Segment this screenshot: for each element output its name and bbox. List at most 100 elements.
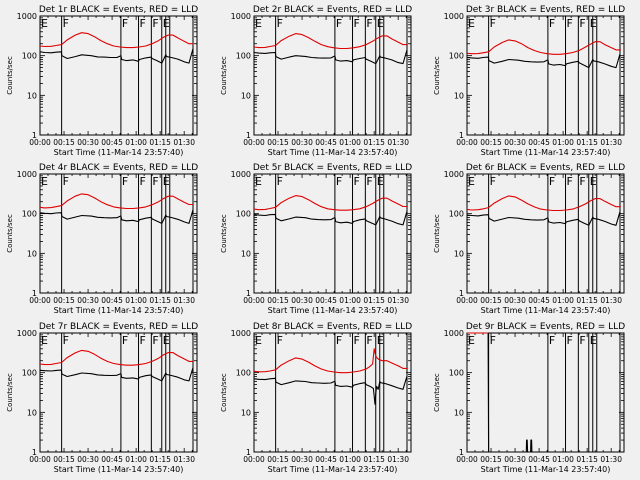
chart-panel-7: Det 7r BLACK = Events, RED = LLD 1 10 100 10… [6, 322, 198, 474]
marker-label-E: E [255, 334, 262, 347]
chart-panel-9: Det 9r BLACK = Events, RED = LLD 1 10 100 10… [433, 322, 625, 474]
y-tick-label: 1000 [17, 329, 37, 338]
chart-title: Det 6r BLACK = Events, RED = LLD [466, 163, 625, 173]
y-tick-label: 10 [241, 249, 251, 258]
marker-label-F: F [152, 17, 158, 30]
x-axis-label: Start Time (11-Mar-14 23:57:40) [54, 306, 184, 315]
series-line-events [466, 332, 620, 453]
plot-frame [39, 173, 198, 294]
marker-label-F: F [354, 334, 360, 347]
y-axis-label: Counts/sec [6, 373, 14, 412]
x-tick-label: 01:30 [173, 455, 195, 464]
x-tick-label: 01:00 [125, 296, 147, 305]
x-tick-label: 01:30 [173, 296, 195, 305]
marker-label-F: F [490, 334, 496, 347]
plot-frame [39, 332, 198, 453]
x-tick-label: 01:15 [149, 138, 171, 147]
marker-label-F: F [277, 334, 283, 347]
x-tick-label: 00:45 [315, 296, 337, 305]
x-tick-label: 00:30 [291, 455, 313, 464]
marker-label-F: F [490, 17, 496, 30]
chart-panel-3: Det 3r BLACK = Events, RED = LLD 1 10 100 10… [433, 5, 625, 157]
x-tick-label: 01:30 [173, 138, 195, 147]
y-tick-label: 1000 [444, 12, 464, 21]
y-tick-label: 1 [459, 448, 464, 457]
marker-label-E: E [255, 175, 262, 188]
series-line-events [253, 375, 408, 405]
marker-label-E: E [163, 334, 170, 347]
x-tick-label: 00:15 [53, 296, 75, 305]
y-axis-label: Counts/sec [433, 56, 441, 95]
y-tick-label: 1000 [17, 12, 37, 21]
series-line-lld [39, 32, 194, 49]
x-tick-label: 01:00 [125, 138, 147, 147]
y-tick-label: 10 [454, 408, 464, 417]
x-tick-label: 01:00 [125, 455, 147, 464]
x-tick-label: 01:00 [552, 455, 574, 464]
marker-label-F: F [63, 17, 69, 30]
y-tick-label: 10 [454, 249, 464, 258]
marker-label-E: E [163, 175, 170, 188]
y-tick-label: 10 [27, 408, 37, 417]
plot-frame [466, 15, 625, 136]
y-tick-label: 1 [246, 448, 251, 457]
chart-title: Det 4r BLACK = Events, RED = LLD [39, 163, 198, 173]
x-tick-label: 00:00 [456, 138, 478, 147]
x-tick-label: 00:15 [480, 296, 502, 305]
chart-panel-2: Det 2r BLACK = Events, RED = LLD 1 10 100 10… [220, 5, 412, 157]
y-tick-label: 1 [246, 131, 251, 140]
marker-label-F: F [366, 334, 372, 347]
plot-frame [39, 15, 198, 136]
x-axis-label: Start Time (11-Mar-14 23:57:40) [268, 306, 398, 315]
marker-label-E: E [468, 334, 475, 347]
y-tick-label: 10 [454, 91, 464, 100]
x-tick-label: 01:15 [363, 296, 385, 305]
marker-label-F: F [549, 334, 555, 347]
x-tick-label: 00:30 [291, 296, 313, 305]
x-tick-label: 01:15 [576, 296, 598, 305]
y-axis-label: Counts/sec [220, 373, 228, 412]
chart-panel-5: Det 5r BLACK = Events, RED = LLD 1 10 100 10… [220, 163, 412, 315]
x-tick-label: 00:00 [456, 296, 478, 305]
y-tick-label: 1000 [17, 170, 37, 179]
x-tick-label: 00:00 [243, 455, 265, 464]
x-tick-label: 01:30 [600, 455, 622, 464]
marker-label-E: E [41, 17, 48, 30]
marker-label-F: F [152, 175, 158, 188]
y-tick-label: 1000 [444, 329, 464, 338]
marker-label-E: E [41, 175, 48, 188]
x-tick-label: 01:30 [387, 296, 409, 305]
x-tick-label: 01:30 [387, 455, 409, 464]
x-tick-label: 01:30 [600, 296, 622, 305]
series-line-events [466, 211, 621, 226]
marker-label-E: E [377, 334, 384, 347]
x-tick-label: 00:00 [29, 296, 51, 305]
x-axis-label: Start Time (11-Mar-14 23:57:40) [268, 148, 398, 157]
y-tick-label: 100 [449, 210, 464, 219]
x-tick-label: 00:00 [29, 455, 51, 464]
x-tick-label: 01:00 [339, 455, 361, 464]
marker-label-F: F [549, 17, 555, 30]
x-tick-label: 00:00 [243, 138, 265, 147]
marker-label-F: F [490, 175, 496, 188]
x-tick-label: 01:15 [149, 296, 171, 305]
x-tick-label: 00:15 [480, 138, 502, 147]
marker-label-E: E [590, 175, 597, 188]
x-tick-label: 00:00 [456, 455, 478, 464]
chart-title: Det 9r BLACK = Events, RED = LLD [466, 322, 625, 332]
chart-title: Det 1r BLACK = Events, RED = LLD [39, 5, 198, 15]
x-axis-label: Start Time (11-Mar-14 23:57:40) [481, 306, 611, 315]
chart-panel-4: Det 4r BLACK = Events, RED = LLD 1 10 100 10… [6, 163, 198, 315]
series-line-events [39, 48, 194, 64]
x-tick-label: 00:45 [528, 296, 550, 305]
marker-label-F: F [122, 17, 128, 30]
x-tick-label: 00:30 [504, 296, 526, 305]
marker-label-F: F [579, 17, 585, 30]
x-tick-label: 00:45 [528, 455, 550, 464]
x-tick-label: 01:15 [576, 138, 598, 147]
marker-label-F: F [549, 175, 555, 188]
y-axis-label: Counts/sec [6, 214, 14, 253]
chart-panel-6: Det 6r BLACK = Events, RED = LLD 1 10 100 10… [433, 163, 625, 315]
marker-label-F: F [567, 17, 573, 30]
y-axis-label: Counts/sec [220, 214, 228, 253]
